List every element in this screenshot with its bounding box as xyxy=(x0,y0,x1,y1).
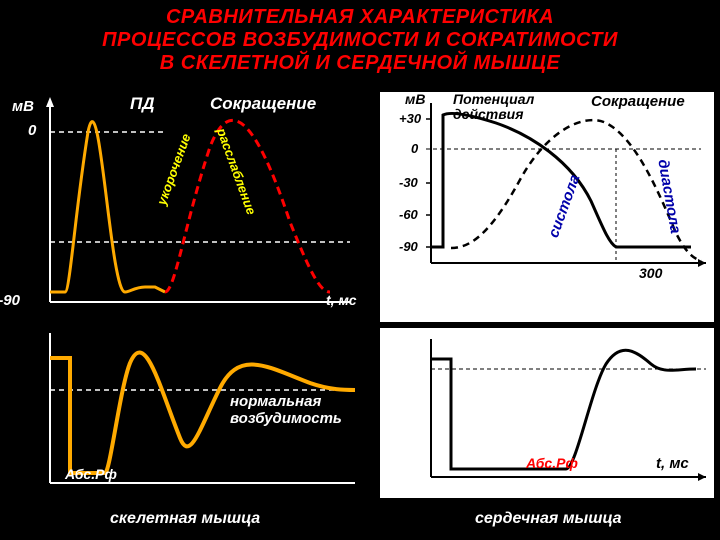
tm90: -90 xyxy=(399,239,418,254)
footer-right: сердечная мышца xyxy=(475,510,621,528)
ylabel-c: мВ xyxy=(405,91,425,107)
zero-label: 0 xyxy=(28,122,36,139)
x300: 300 xyxy=(639,265,662,281)
ylabel: мВ xyxy=(12,98,34,115)
t-label-c: t, мс xyxy=(656,455,689,472)
arf-label: Абс.Рф xyxy=(65,466,117,482)
pd-label1: Потенциал xyxy=(453,91,534,107)
ct-contraction: Сокращение xyxy=(591,93,685,110)
contraction-label: Сокращение xyxy=(210,94,316,114)
t-label: t, мс xyxy=(326,292,357,308)
excitability-label: возбудимость xyxy=(230,410,342,427)
neg90-label: -90 xyxy=(0,292,20,309)
t0: 0 xyxy=(411,141,418,156)
pd-label: ПД xyxy=(130,94,155,114)
title-line1: СРАВНИТЕЛЬНАЯ ХАРАКТЕРИСТИКА xyxy=(166,6,554,28)
cardiac-bottom-chart: Абс.Рф t, мс xyxy=(380,328,714,498)
skeletal-top-chart: мВ 0 -90 ПД Сокращение укорочение рассла… xyxy=(10,92,360,320)
tm30: -30 xyxy=(399,175,418,190)
pd-label2: действия xyxy=(453,106,523,122)
cardiac-top-chart: мВ +30 0 -30 -60 -90 300 Потенциал дейст… xyxy=(380,92,714,322)
t30: +30 xyxy=(399,111,421,126)
normal-label: нормальная xyxy=(230,393,321,410)
skeletal-bottom-chart: нормальная возбудимость Абс.Рф xyxy=(10,328,360,496)
title-line2: ПРОЦЕССОВ ВОЗБУДИМОСТИ И СОКРАТИМОСТИ xyxy=(102,29,618,51)
arf-cardiac: Абс.Рф xyxy=(526,455,578,471)
tm60: -60 xyxy=(399,207,418,222)
title-line3: В СКЕЛЕТНОЙ И СЕРДЕЧНОЙ МЫШЦЕ xyxy=(160,52,560,74)
footer-left: скелетная мышца xyxy=(110,510,260,528)
